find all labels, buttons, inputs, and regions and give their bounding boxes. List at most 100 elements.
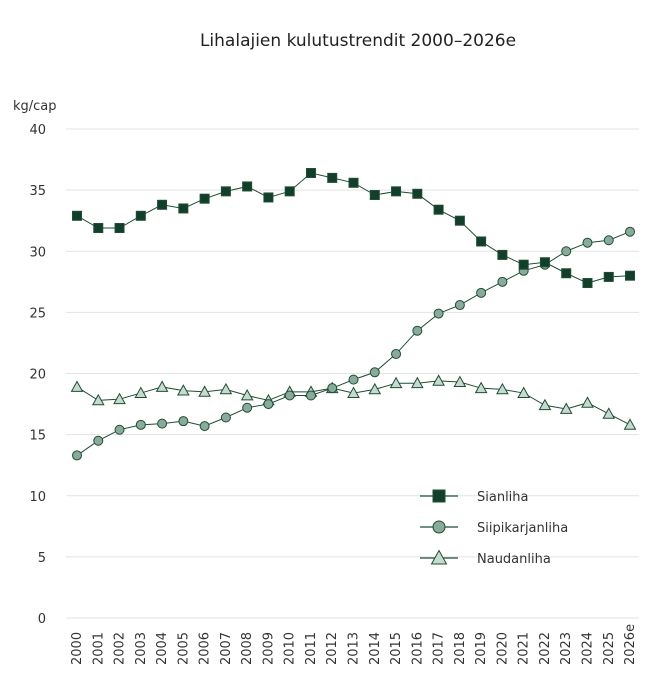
x-tick-label: 2016 <box>410 632 425 665</box>
data-point <box>625 226 636 237</box>
legend-label: Siipikarjanliha <box>477 521 568 536</box>
y-tick-label: 10 <box>29 490 46 505</box>
data-point <box>220 186 231 197</box>
data-point <box>582 237 593 248</box>
legend: Sianliha Siipikarjanliha Naudanliha <box>420 489 568 567</box>
x-tick-label: 2026e <box>623 624 638 665</box>
series-naudanliha <box>70 374 637 430</box>
data-point <box>476 236 487 247</box>
chart-title: Lihalajien kulutustrendit 2000–2026e <box>200 31 516 51</box>
y-tick-label: 25 <box>29 306 46 321</box>
data-point <box>474 381 488 394</box>
data-point <box>91 393 105 406</box>
legend-label: Sianliha <box>477 490 529 505</box>
data-point <box>603 271 614 282</box>
x-tick-label: 2015 <box>389 632 404 665</box>
x-tick-label: 2017 <box>432 632 447 665</box>
data-point <box>454 300 465 311</box>
data-point <box>433 204 444 215</box>
data-point <box>284 186 295 197</box>
data-point <box>538 398 552 411</box>
data-point <box>623 418 637 430</box>
data-point <box>220 412 231 423</box>
x-tick-label: 2001 <box>91 632 106 665</box>
data-point <box>135 210 146 221</box>
x-tick-label: 2018 <box>453 632 468 665</box>
x-tick-label: 2009 <box>261 632 276 665</box>
x-tick-label: 2025 <box>602 632 617 665</box>
data-point <box>625 270 636 281</box>
data-point <box>603 235 614 246</box>
x-tick-label: 2011 <box>304 632 319 665</box>
series-siipikarjanliha <box>72 226 636 461</box>
data-point <box>72 450 82 461</box>
data-point <box>263 192 274 203</box>
x-tick-label: 2002 <box>113 632 128 665</box>
data-point <box>561 246 572 257</box>
legend-marker <box>432 489 446 503</box>
y-tick-label: 15 <box>29 429 46 444</box>
data-point <box>134 386 148 398</box>
series-sianliha <box>72 168 636 289</box>
legend-item: Sianliha <box>420 489 529 505</box>
data-point <box>497 276 508 287</box>
data-point <box>305 168 316 179</box>
data-point <box>432 374 445 386</box>
data-point <box>602 407 616 419</box>
data-point <box>476 287 487 298</box>
y-tick-label: 0 <box>38 612 46 627</box>
data-point <box>517 386 531 398</box>
data-point <box>369 190 380 201</box>
y-tick-label: 20 <box>29 368 46 383</box>
data-point <box>561 268 572 279</box>
data-point <box>581 396 594 408</box>
data-point <box>93 435 104 446</box>
x-tick-label: 2004 <box>155 632 170 665</box>
x-tick-label: 2008 <box>240 632 255 665</box>
x-tick-label: 2006 <box>198 632 213 665</box>
x-tick-label: 2000 <box>70 632 85 665</box>
legend-item: Naudanliha <box>420 549 551 567</box>
data-point <box>263 399 274 410</box>
data-point <box>433 308 444 319</box>
x-tick-label: 2020 <box>495 632 510 665</box>
data-point <box>178 203 189 214</box>
data-point <box>135 419 146 430</box>
x-tick-label: 2024 <box>580 632 595 665</box>
data-point <box>410 376 424 389</box>
x-tick-label: 2019 <box>474 632 489 665</box>
data-point <box>497 249 508 260</box>
legend-label: Naudanliha <box>477 552 551 567</box>
series-layer <box>70 168 637 461</box>
x-tick-label: 2007 <box>219 632 234 665</box>
data-point <box>178 416 189 427</box>
x-axis-ticks: 2000 2001 2002 2003 2004 2005 2006 2007 2008 2009… <box>70 624 638 665</box>
x-tick-label: 2021 <box>517 632 532 665</box>
data-point <box>412 325 423 336</box>
data-point <box>539 257 550 268</box>
legend-item: Siipikarjanliha <box>420 520 568 536</box>
data-point <box>70 380 84 392</box>
data-point <box>284 390 295 401</box>
y-axis-unit-label: kg/cap <box>13 99 57 114</box>
data-point <box>240 388 254 401</box>
x-tick-label: 2013 <box>347 632 362 665</box>
data-point <box>242 402 253 413</box>
data-point <box>389 376 403 389</box>
x-tick-label: 2003 <box>134 632 149 665</box>
data-point <box>198 385 211 397</box>
x-tick-label: 2005 <box>176 632 191 665</box>
y-tick-label: 35 <box>29 184 46 199</box>
data-point <box>114 223 125 234</box>
data-point <box>559 402 573 414</box>
y-tick-label: 30 <box>29 245 46 260</box>
data-point <box>454 215 465 226</box>
data-point <box>391 186 402 197</box>
data-point <box>348 374 359 385</box>
grid-layer <box>66 128 639 619</box>
legend-marker <box>430 549 448 565</box>
data-point <box>368 382 382 395</box>
data-point <box>496 382 509 395</box>
data-point <box>347 386 360 398</box>
data-point <box>199 193 210 204</box>
